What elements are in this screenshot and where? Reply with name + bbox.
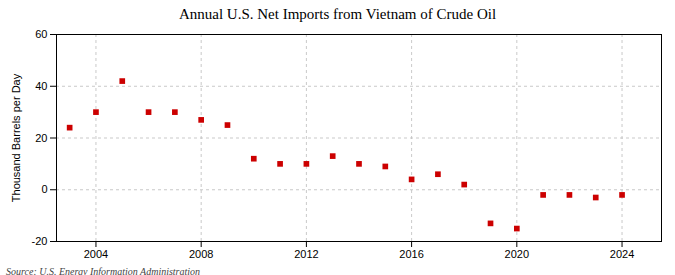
svg-text:0: 0 xyxy=(41,183,47,195)
svg-text:2012: 2012 xyxy=(294,248,318,260)
svg-text:-20: -20 xyxy=(32,235,48,247)
svg-text:60: 60 xyxy=(35,28,47,40)
svg-text:Thousand Barrels per Day: Thousand Barrels per Day xyxy=(10,73,22,202)
svg-text:40: 40 xyxy=(35,80,47,92)
svg-text:20: 20 xyxy=(35,132,47,144)
svg-text:2008: 2008 xyxy=(189,248,213,260)
svg-text:2020: 2020 xyxy=(505,248,529,260)
html-text:Annual U.S. Net Imports from V: Annual U.S. Net Imports from Vietnam of … xyxy=(178,6,496,22)
svg-text:2024: 2024 xyxy=(610,248,634,260)
svg-text:2004: 2004 xyxy=(84,248,108,260)
svg-text:2016: 2016 xyxy=(399,248,423,260)
